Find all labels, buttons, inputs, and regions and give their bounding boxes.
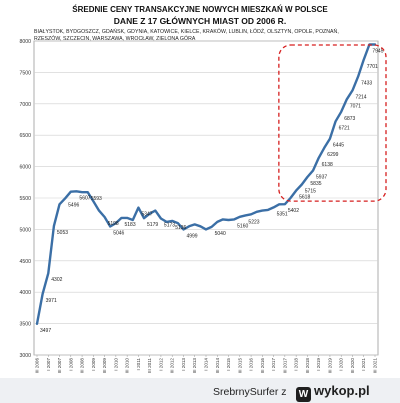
x-tick-label: III 2015 [237,358,242,374]
cities-line-1: BIAŁYSTOK, BYDGOSZCZ, GDAŃSK, GDYNIA, KA… [34,29,339,35]
data-label: 5046 [113,231,124,237]
data-label: 6721 [339,125,350,131]
x-tick-label: I 2014 [204,358,209,371]
x-tick-label: III 2007 [57,358,62,374]
x-tick-label: I 2007 [46,358,51,371]
y-tick-label: 7500 [19,70,31,76]
x-tick-label: III 2012 [170,358,175,374]
data-label: 5937 [316,175,327,181]
data-label: 6138 [322,162,333,168]
data-label: 5198 [108,221,119,227]
footer-bar [0,378,400,403]
y-tick-label: 5000 [19,227,31,233]
x-tick-label: III 2018 [305,358,310,374]
footer-brand-text: wykop.pl [314,383,370,398]
x-tick-label: I 2021 [361,358,366,371]
data-label: 5715 [305,188,316,194]
y-tick-label: 4500 [19,259,31,265]
x-tick-label: I 2009 [91,358,96,371]
data-label: 4999 [186,233,197,239]
footer-username[interactable]: SrebrnySurfer [213,386,279,398]
data-label: 5040 [215,231,226,237]
data-label: 5351 [277,211,288,217]
data-label: 5136 [175,225,186,231]
x-tick-label: III 2008 [80,358,85,374]
cities-list: BIAŁYSTOK, BYDGOSZCZ, GDAŃSK, GDYNIA, KA… [34,29,374,43]
x-tick-label: III 2017 [282,358,287,374]
x-tick-label: I 2013 [181,358,186,371]
data-label: 7214 [355,94,366,100]
y-tick-label: 6500 [19,133,31,139]
x-tick-label: III 2016 [260,358,265,374]
data-label: 6873 [344,116,355,122]
data-label: 3497 [40,328,51,334]
data-label: 5347 [141,212,152,218]
x-tick-label: III 2020 [350,358,355,374]
data-label: 5173 [164,223,175,229]
chart-title: ŚREDNIE CENY TRANSAKCYJNE NOWYCH MIESZKA… [72,5,328,14]
cities-line-2: RZESZÓW, SZCZECIN, WARSZAWA, WROCŁAW, ZI… [34,36,196,42]
x-tick-label: III 2010 [125,358,130,374]
y-tick-label: 7000 [19,102,31,108]
x-tick-label: III 2013 [192,358,197,374]
x-tick-label: I 2008 [68,358,73,371]
chart-subtitle: DANE Z 17 GŁÓWNYCH MIAST OD 2006 R. [113,16,287,26]
x-tick-label: III 2009 [102,358,107,374]
data-label: 5607 [79,195,90,201]
data-label: 5593 [91,196,102,202]
data-label: 3971 [46,298,57,304]
x-tick-label: I 2012 [158,358,163,371]
x-tick-label: III 2021 [373,358,378,374]
price-chart: 3000 3500 4000 4500 5000 5500 6000 6500 7000 7500… [19,39,387,374]
wykop-logo-icon: W [296,387,311,402]
x-tick-label: III 2019 [327,358,332,374]
data-label: 5160 [237,223,248,229]
data-label: 5223 [248,219,259,225]
data-label: 7945 [372,48,383,54]
x-tick-label: III 2006 [35,358,40,374]
x-tick-label: I 2011 [136,358,141,371]
footer-separator: z [281,386,287,398]
y-tick-label: 3000 [19,353,31,359]
x-tick-label: III 2014 [215,358,220,374]
footer-user[interactable]: SrebrnySurfer z [213,386,287,398]
x-tick-label: I 2016 [249,358,254,371]
y-tick-label: 6000 [19,165,31,171]
y-tick-label: 3500 [19,322,31,328]
x-tick-label: I 2020 [339,358,344,371]
data-label: 7071 [350,103,361,109]
y-tick-label: 5500 [19,196,31,202]
y-tick-label: 4000 [19,290,31,296]
data-label: 6299 [327,152,338,158]
x-tick-label: I 2010 [113,358,118,371]
data-label: 5835 [310,181,321,187]
series-line [35,43,377,325]
data-label: 4302 [51,277,62,283]
data-label: 5053 [57,230,68,236]
data-label: 5618 [299,195,310,201]
x-tick-label: I 2015 [226,358,231,371]
x-tick-label: I 2018 [294,358,299,371]
data-label: 7701 [367,64,378,70]
data-label: 5183 [125,222,136,228]
x-tick-label: III 2011 [147,358,152,373]
highlight-box [278,44,387,202]
data-label: 5496 [68,202,79,208]
y-tick-label: 8000 [19,39,31,45]
data-label: 6445 [333,143,344,149]
data-label: 5402 [288,208,299,214]
x-tick-label: I 2017 [271,358,276,371]
x-tick-label: I 2019 [316,358,321,371]
data-label: 5179 [147,222,158,228]
data-label: 7433 [361,81,372,87]
